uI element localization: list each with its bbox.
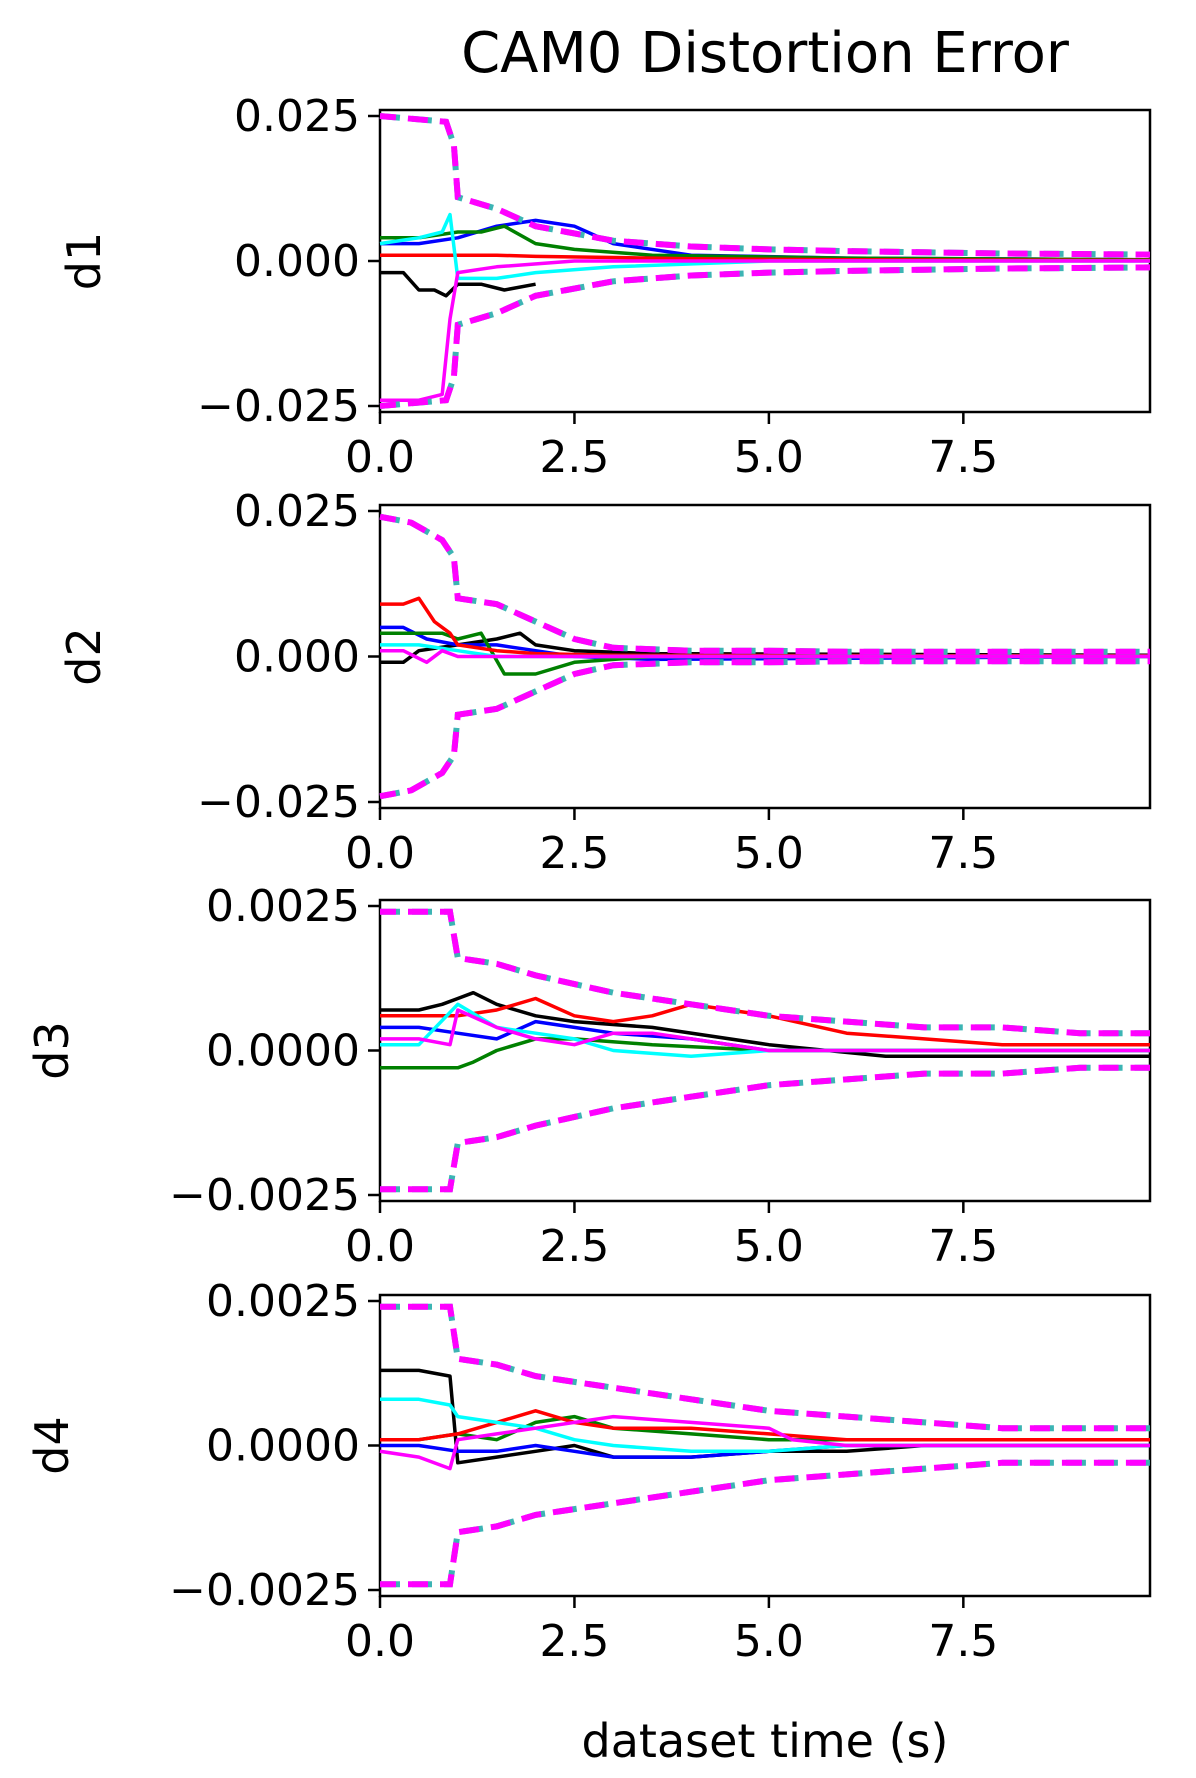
x-tick-label: 0.0	[345, 1616, 415, 1667]
y-tick-label: −0.025	[197, 381, 360, 432]
x-tick-label: 0.0	[345, 828, 415, 879]
x-tick-label: 0.0	[345, 432, 415, 483]
bound-lower-magenta	[380, 1459, 1150, 1588]
y-tick-label: 0.0025	[206, 881, 360, 932]
x-tick-label: 2.5	[539, 1221, 609, 1272]
series-line-5	[380, 1002, 1150, 1059]
x-tick-label: 2.5	[539, 828, 609, 879]
series-line-6	[380, 1008, 1150, 1053]
series-line-5	[380, 1397, 1150, 1454]
y-tick-label: 0.0000	[206, 1421, 360, 1472]
bound-lower-magenta	[379, 658, 1150, 800]
y-tick-label: 0.0000	[206, 1026, 360, 1077]
series-line-1	[380, 990, 1150, 1059]
x-tick-label: 5.0	[734, 432, 804, 483]
x-tick-label: 7.5	[928, 1616, 998, 1667]
x-tick-label: 7.5	[928, 1221, 998, 1272]
series-line-1	[380, 1368, 1150, 1465]
y-tick-label: −0.0025	[169, 1170, 360, 1221]
series-line-4	[380, 596, 1151, 658]
series-line-6	[380, 648, 1150, 665]
x-tick-label: 2.5	[539, 432, 609, 483]
y-tick-label: 0.025	[234, 91, 360, 142]
y-tick-label: 0.000	[234, 632, 360, 683]
x-axis-label: dataset time (s)	[582, 1714, 949, 1768]
series-line-1	[380, 270, 536, 298]
x-tick-label: 7.5	[928, 432, 998, 483]
y-tick-label: −0.0025	[169, 1565, 360, 1616]
y-tick-label: 0.0025	[206, 1276, 360, 1327]
y-tick-label: 0.025	[234, 486, 360, 537]
y-axis-label: d4	[25, 1416, 79, 1474]
y-tick-label: −0.025	[197, 777, 360, 828]
bound-lower-magenta	[379, 264, 1151, 409]
chart-title: CAM0 Distortion Error	[461, 21, 1070, 86]
y-tick-label: 0.000	[234, 236, 360, 287]
bound-upper-magenta	[380, 908, 1150, 1037]
x-tick-label: 5.0	[734, 828, 804, 879]
series-line-5	[379, 212, 1150, 281]
series-line-3	[380, 224, 1151, 262]
bound-lower-magenta	[380, 1064, 1150, 1193]
y-axis-label: d3	[25, 1021, 79, 1079]
x-tick-label: 0.0	[345, 1221, 415, 1272]
x-tick-label: 5.0	[734, 1616, 804, 1667]
y-axis-label: d2	[57, 627, 111, 685]
series-line-3	[380, 1037, 1150, 1070]
series-line-4	[380, 996, 1150, 1047]
series-line-3	[380, 631, 1150, 676]
x-tick-label: 2.5	[539, 1616, 609, 1667]
series-line-6	[380, 259, 1150, 402]
bound-upper-magenta	[379, 113, 1151, 258]
x-tick-label: 7.5	[928, 828, 998, 879]
y-axis-label: d1	[57, 232, 111, 290]
x-tick-label: 5.0	[734, 1221, 804, 1272]
bound-upper-magenta	[380, 1303, 1150, 1432]
series-line-6	[379, 1414, 1150, 1471]
bound-upper-magenta	[379, 513, 1150, 655]
